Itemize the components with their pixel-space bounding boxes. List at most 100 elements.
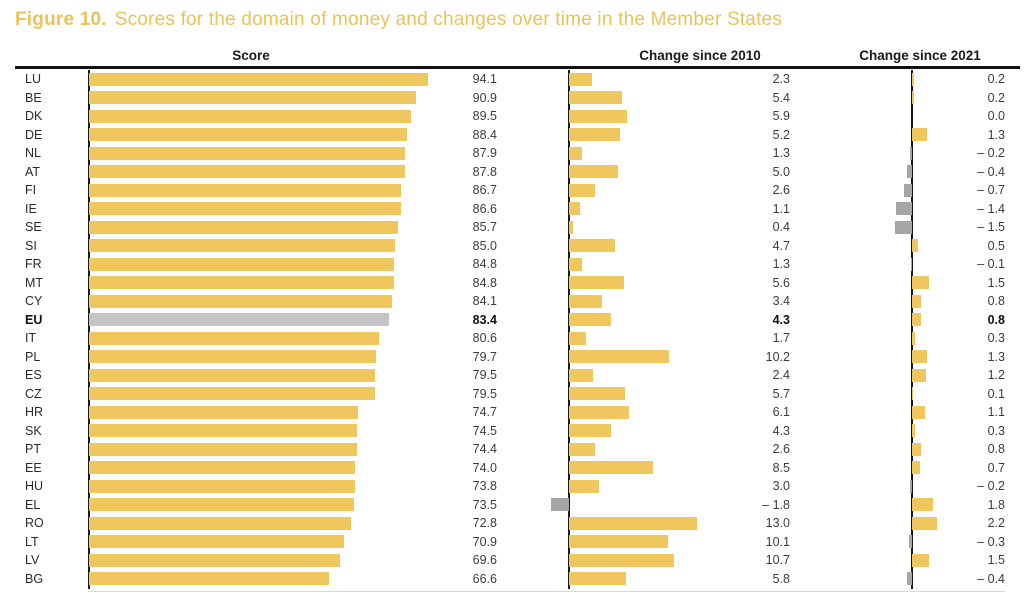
change-2010-bar bbox=[569, 72, 592, 86]
score-value: 89.5 bbox=[472, 109, 497, 123]
change-2021-bar bbox=[912, 368, 926, 382]
change-2010-bar bbox=[569, 516, 698, 530]
score-value: 87.9 bbox=[472, 146, 497, 160]
change-2010-bar bbox=[569, 109, 628, 123]
change-2010-value: 6.1 bbox=[772, 405, 790, 419]
change-2010-value: 4.3 bbox=[772, 423, 790, 438]
chart-row-dk: DK 89.5 5.9 0.0 bbox=[0, 107, 1024, 126]
country-label: SE bbox=[25, 220, 42, 234]
score-value: 72.8 bbox=[472, 516, 497, 530]
score-bar bbox=[89, 128, 408, 141]
score-value: 86.7 bbox=[472, 183, 497, 197]
score-bar bbox=[89, 405, 358, 419]
score-bar bbox=[89, 442, 357, 456]
score-value: 69.6 bbox=[472, 553, 497, 567]
score-bar bbox=[89, 498, 354, 511]
change-2021-bar bbox=[912, 91, 915, 104]
change-2010-bar bbox=[569, 368, 593, 382]
score-value: 87.8 bbox=[472, 164, 497, 179]
change-2021-bar bbox=[907, 165, 912, 178]
change-2010-bar bbox=[569, 572, 627, 585]
change-2021-bar bbox=[912, 387, 914, 400]
change-2021-value: 0.3 bbox=[987, 331, 1005, 345]
score-bar bbox=[89, 220, 398, 234]
change-2021-bar bbox=[895, 202, 912, 215]
chart-row-cz: CZ 79.5 5.7 0.1 bbox=[0, 385, 1024, 404]
change-2010-value: 5.7 bbox=[772, 386, 790, 401]
score-value: 84.8 bbox=[472, 275, 497, 290]
chart-row-es: ES 79.5 2.4 1.2 bbox=[0, 366, 1024, 385]
country-label: FI bbox=[25, 183, 37, 197]
change-2021-value: 0.2 bbox=[987, 72, 1005, 86]
score-value: 74.0 bbox=[472, 460, 497, 475]
chart-row-hu: HU 73.8 3.0 – 0.2 bbox=[0, 477, 1024, 496]
country-label: CZ bbox=[25, 386, 42, 401]
score-value: 80.6 bbox=[472, 331, 497, 345]
country-label: SK bbox=[25, 423, 42, 438]
change-2010-value: 5.4 bbox=[772, 90, 790, 105]
change-2010-value: 13.0 bbox=[765, 516, 790, 530]
change-2021-bar bbox=[912, 424, 916, 437]
change-2021-value: 1.3 bbox=[987, 349, 1005, 364]
score-bar bbox=[89, 72, 428, 86]
score-bar bbox=[89, 553, 340, 567]
score-value: 84.1 bbox=[472, 294, 497, 308]
change-2010-value: 1.1 bbox=[772, 201, 790, 216]
chart-row-lt: LT 70.9 10.1 – 0.3 bbox=[0, 533, 1024, 552]
score-value: 79.7 bbox=[472, 349, 497, 364]
change-2010-bar bbox=[569, 442, 595, 456]
change-2010-bar bbox=[569, 257, 582, 271]
country-label: IE bbox=[25, 201, 37, 216]
change-2021-bar bbox=[912, 276, 930, 289]
score-value: 73.5 bbox=[472, 497, 497, 512]
change-2010-bar bbox=[569, 239, 616, 252]
change-2010-value: 2.3 bbox=[772, 72, 790, 86]
score-value: 84.8 bbox=[472, 257, 497, 271]
score-bar bbox=[89, 146, 406, 160]
score-value: 74.4 bbox=[472, 442, 497, 456]
change-2010-bar bbox=[569, 535, 669, 548]
change-2021-value: 1.5 bbox=[987, 553, 1005, 567]
change-2021-bar bbox=[912, 498, 933, 511]
change-2010-bar bbox=[569, 202, 580, 215]
country-label: EE bbox=[25, 460, 42, 475]
change-2021-value: 0.1 bbox=[987, 386, 1005, 401]
figure-title-text: Scores for the domain of money and chang… bbox=[114, 9, 783, 30]
change-2010-bar bbox=[569, 128, 621, 141]
score-bar bbox=[89, 202, 401, 215]
score-bar bbox=[89, 424, 358, 437]
score-value: 70.9 bbox=[472, 534, 497, 549]
country-label: HR bbox=[25, 405, 44, 419]
score-bar bbox=[89, 239, 395, 252]
change-2021-value: – 0.2 bbox=[977, 479, 1005, 493]
change-2021-value: – 1.4 bbox=[977, 201, 1005, 216]
change-2021-bar bbox=[912, 461, 921, 474]
score-bar bbox=[89, 461, 356, 474]
change-2010-value: 3.0 bbox=[772, 479, 790, 493]
chart-row-ee: EE 74.0 8.5 0.7 bbox=[0, 459, 1024, 478]
change-2021-value: 0.5 bbox=[987, 238, 1005, 253]
change-2021-bar bbox=[912, 331, 916, 345]
score-value: 94.1 bbox=[472, 72, 497, 86]
change-2021-bar bbox=[910, 257, 912, 271]
change-2021-value: 0.8 bbox=[987, 294, 1005, 308]
change-2021-bar bbox=[912, 239, 918, 252]
score-bar bbox=[89, 535, 345, 548]
change-2010-value: – 1.8 bbox=[762, 497, 790, 512]
chart-row-sk: SK 74.5 4.3 0.3 bbox=[0, 422, 1024, 441]
country-label: AT bbox=[25, 164, 41, 179]
change-2010-value: 10.7 bbox=[765, 553, 790, 567]
score-value: 86.6 bbox=[472, 201, 497, 216]
chart-row-nl: NL 87.9 1.3 – 0.2 bbox=[0, 144, 1024, 163]
change-2021-bar bbox=[912, 350, 927, 363]
change-2021-value: 0.2 bbox=[987, 90, 1005, 105]
change-2010-bar bbox=[569, 387, 626, 400]
change-2010-bar bbox=[569, 313, 612, 326]
change-2021-value: – 1.5 bbox=[977, 220, 1005, 234]
country-label: HU bbox=[25, 479, 44, 493]
change-2021-bar bbox=[903, 183, 912, 197]
change-2021-bar bbox=[912, 294, 922, 308]
score-bar bbox=[89, 313, 390, 326]
chart-row-fi: FI 86.7 2.6 – 0.7 bbox=[0, 181, 1024, 200]
chart-row-bg: BG 66.6 5.8 – 0.4 bbox=[0, 570, 1024, 589]
